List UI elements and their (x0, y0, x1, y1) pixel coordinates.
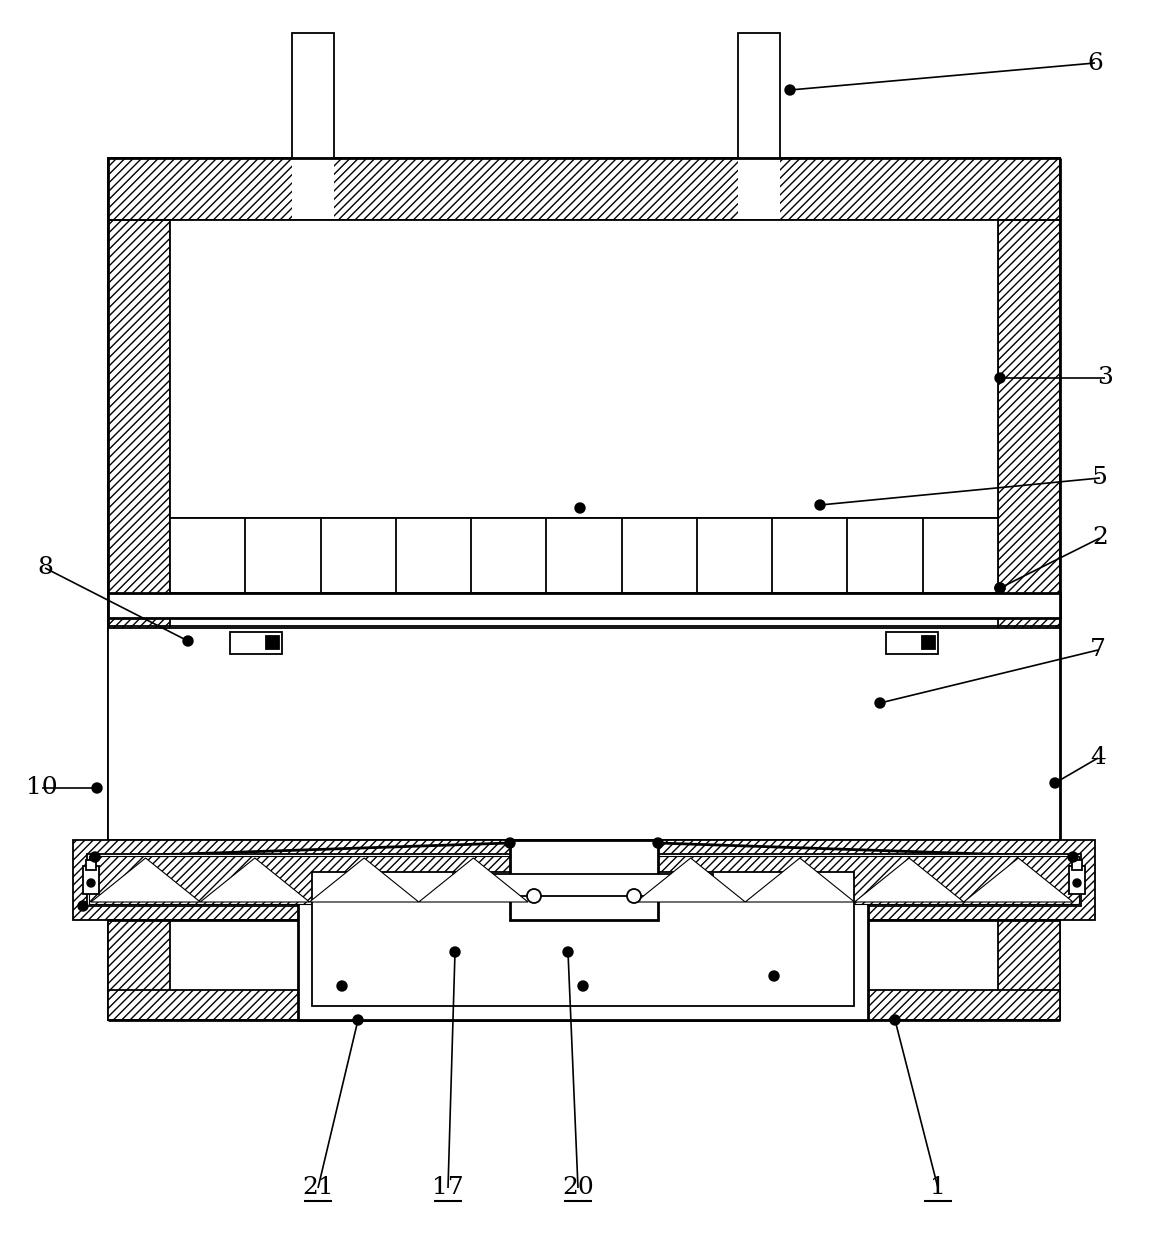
Text: 10: 10 (26, 776, 57, 800)
Bar (230, 631, 282, 654)
Circle shape (450, 947, 460, 957)
Circle shape (337, 981, 347, 991)
Bar (1072, 860, 1082, 870)
Text: 17: 17 (432, 1177, 463, 1199)
Bar (108, 920, 170, 1020)
Text: 3: 3 (1097, 367, 1113, 389)
Polygon shape (310, 859, 419, 902)
Circle shape (574, 503, 585, 513)
Circle shape (994, 583, 1005, 593)
Circle shape (875, 698, 885, 708)
Text: 6: 6 (1087, 51, 1103, 75)
Circle shape (994, 373, 1005, 383)
Bar (563, 859, 605, 920)
Text: 20: 20 (562, 1177, 594, 1199)
Bar (108, 158, 1060, 220)
Bar (170, 220, 998, 518)
Circle shape (1073, 879, 1081, 887)
Text: 2: 2 (1092, 527, 1108, 549)
Bar (108, 158, 170, 900)
Circle shape (92, 782, 102, 792)
Circle shape (627, 889, 641, 904)
Bar (292, 158, 333, 220)
Bar (922, 636, 935, 649)
Polygon shape (964, 859, 1073, 902)
Bar (738, 32, 780, 158)
Circle shape (78, 901, 88, 911)
Text: 21: 21 (302, 1177, 333, 1199)
Circle shape (90, 852, 99, 862)
Bar (87, 860, 96, 870)
Circle shape (890, 1015, 900, 1025)
Circle shape (563, 947, 573, 957)
Circle shape (769, 971, 779, 981)
Circle shape (87, 879, 95, 887)
Circle shape (653, 837, 663, 847)
Circle shape (994, 583, 1005, 593)
Circle shape (815, 500, 825, 510)
Bar (998, 920, 1060, 1020)
Polygon shape (419, 859, 528, 902)
Circle shape (183, 636, 193, 646)
Circle shape (1049, 778, 1060, 787)
Circle shape (526, 889, 541, 904)
Bar (108, 593, 1060, 618)
Bar (108, 628, 1060, 840)
Polygon shape (200, 859, 310, 902)
Bar (266, 636, 278, 649)
Bar (298, 859, 868, 1020)
Bar (87, 854, 1081, 906)
Bar (83, 866, 99, 894)
Bar (108, 920, 1060, 1020)
Bar (636, 856, 1079, 904)
Text: 8: 8 (37, 557, 53, 579)
Text: 7: 7 (1090, 639, 1106, 661)
Circle shape (1068, 852, 1078, 862)
Bar (108, 990, 1060, 1020)
Polygon shape (636, 859, 745, 902)
Bar (738, 158, 780, 220)
Bar (1069, 866, 1085, 894)
Bar (89, 856, 532, 904)
Text: 5: 5 (1092, 467, 1108, 489)
Circle shape (505, 837, 515, 847)
Polygon shape (854, 859, 964, 902)
Polygon shape (745, 859, 854, 902)
Polygon shape (91, 859, 200, 902)
Bar (170, 518, 998, 593)
Text: 1: 1 (930, 1177, 945, 1199)
Circle shape (578, 981, 589, 991)
Bar (886, 631, 938, 654)
Circle shape (785, 85, 794, 95)
Text: 4: 4 (1090, 746, 1106, 770)
Circle shape (353, 1015, 363, 1025)
Bar (292, 32, 333, 158)
Bar (510, 840, 658, 920)
Bar (312, 872, 854, 1006)
Bar (73, 840, 1095, 920)
Bar (998, 158, 1060, 900)
Bar (453, 874, 713, 896)
